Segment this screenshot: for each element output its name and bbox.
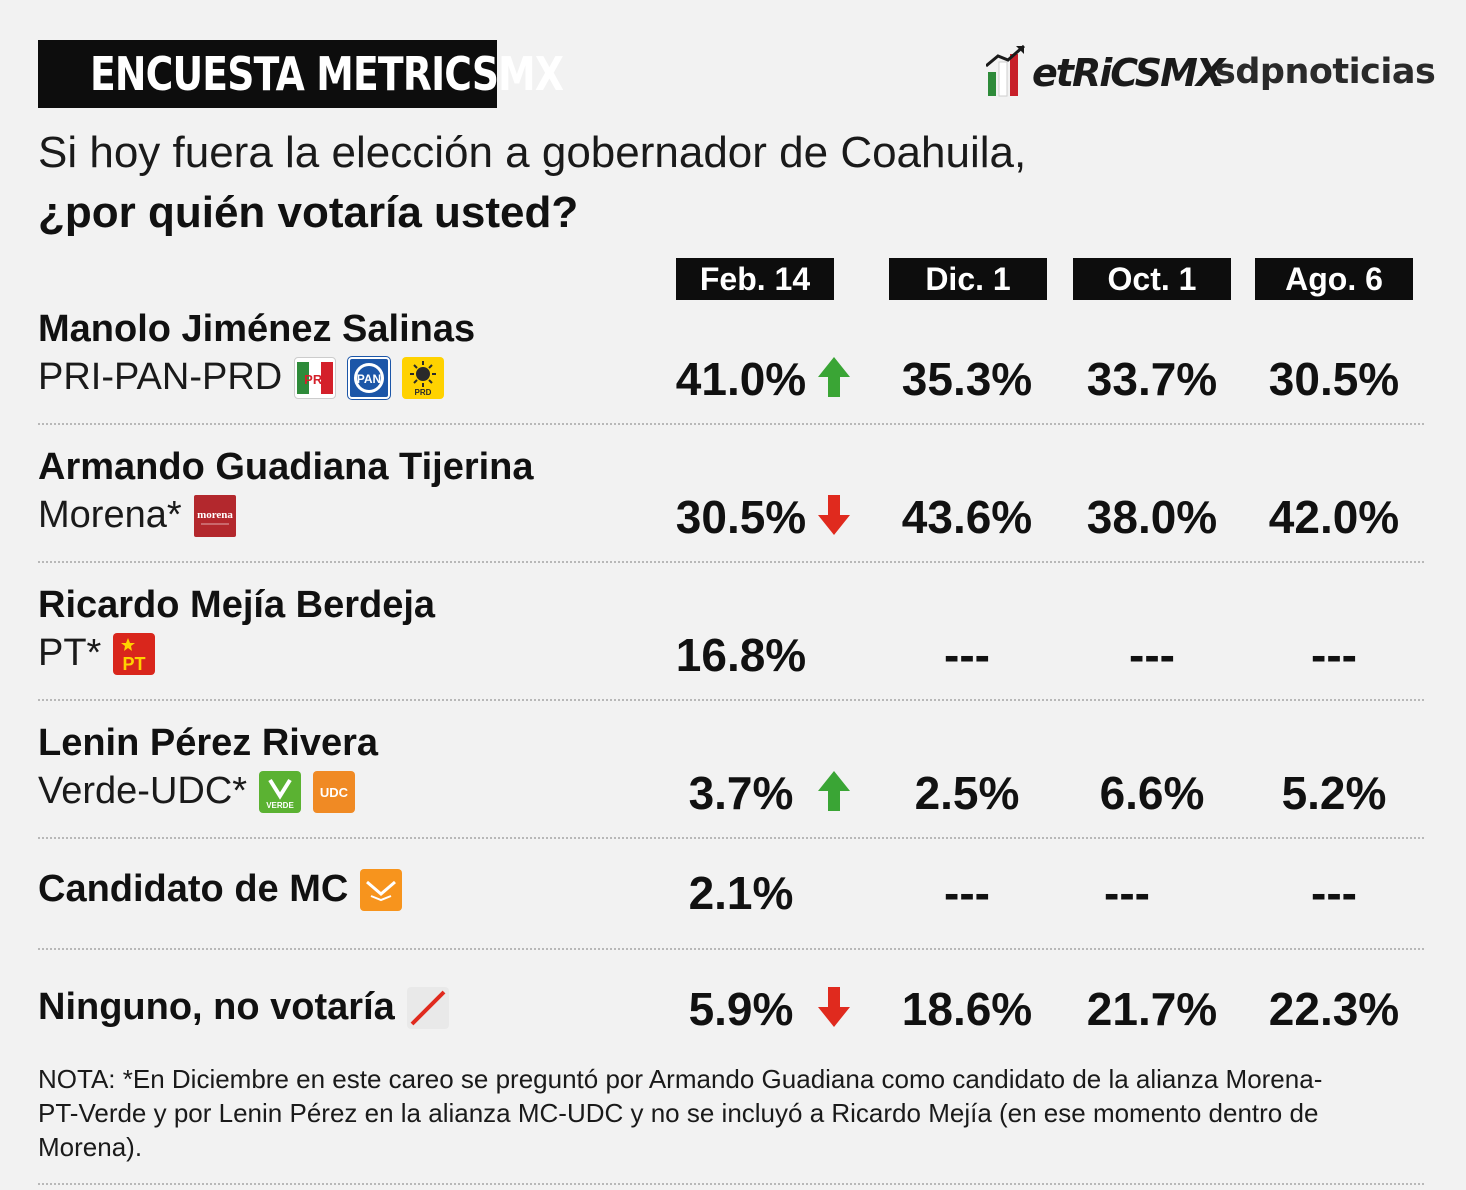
value-oct1: --- xyxy=(1104,867,1150,919)
value-ago6: 5.2% xyxy=(1281,767,1387,819)
value-dic1: --- xyxy=(944,629,990,681)
candidate-party: Verde-UDC* VERDE UDC xyxy=(38,770,367,813)
prd-logo: PRD xyxy=(402,356,445,399)
column-header-feb14: Feb. 14 xyxy=(676,258,834,300)
row-divider xyxy=(38,699,1424,701)
value-feb14: 2.1% xyxy=(688,867,794,919)
svg-text:VERDE: VERDE xyxy=(266,801,294,810)
metricsmx-logo: etRiCSMX xyxy=(986,42,1225,98)
trend-up-icon xyxy=(818,771,850,811)
value-ago6: 22.3% xyxy=(1268,983,1400,1035)
candidate-party: PT* PT xyxy=(38,632,167,675)
bottom-divider xyxy=(38,1183,1424,1185)
question-line-1: Si hoy fuera la elección a gobernador de… xyxy=(38,128,1027,177)
value-ago6: 30.5% xyxy=(1268,353,1400,405)
candidate-name-row: Ninguno, no votaría xyxy=(38,986,461,1029)
value-ago6: --- xyxy=(1311,867,1357,919)
candidate-party: PRI-PAN-PRD PRI PAN PRD xyxy=(38,355,456,400)
value-oct1: --- xyxy=(1129,629,1175,681)
morena-logo: morena xyxy=(193,494,236,537)
value-dic1: 35.3% xyxy=(901,353,1033,405)
value-feb14: 41.0% xyxy=(675,353,807,405)
candidate-name: Manolo Jiménez Salinas xyxy=(38,308,476,350)
trend-up-icon xyxy=(818,357,850,397)
null-vote-icon xyxy=(406,986,449,1029)
sdpnoticias-logo: sdpnoticias xyxy=(1215,52,1436,92)
pan-logo: PAN xyxy=(347,355,392,400)
value-oct1: 21.7% xyxy=(1086,983,1218,1035)
svg-text:PAN: PAN xyxy=(357,372,381,386)
trend-down-icon xyxy=(818,987,850,1027)
row-divider xyxy=(38,948,1424,950)
party-label: PRI-PAN-PRD xyxy=(38,356,283,398)
row-divider xyxy=(38,561,1424,563)
value-dic1: --- xyxy=(944,867,990,919)
candidate-name: Lenin Pérez Rivera xyxy=(38,722,379,764)
value-feb14: 16.8% xyxy=(675,629,807,681)
value-feb14: 30.5% xyxy=(675,491,807,543)
value-oct1: 33.7% xyxy=(1086,353,1218,405)
column-header-ago6: Ago. 6 xyxy=(1255,258,1413,300)
party-label: Verde-UDC* xyxy=(38,770,248,812)
svg-text:morena: morena xyxy=(197,509,233,521)
row-divider xyxy=(38,837,1424,839)
svg-text:PRD: PRD xyxy=(415,388,432,397)
row-divider xyxy=(38,423,1424,425)
pri-logo: PRI xyxy=(294,356,337,399)
value-oct1: 6.6% xyxy=(1099,767,1205,819)
party-label: PT* xyxy=(38,632,102,674)
footnote: NOTA: *En Diciembre en este careo se pre… xyxy=(38,1064,1323,1162)
party-label: Morena* xyxy=(38,494,182,536)
column-header-dic1: Dic. 1 xyxy=(889,258,1047,300)
mc-logo xyxy=(360,868,403,911)
value-dic1: 2.5% xyxy=(914,767,1020,819)
candidate-name-row: Candidato de MC xyxy=(38,868,414,911)
verde-logo: VERDE xyxy=(259,770,302,813)
candidate-name: Ricardo Mejía Berdeja xyxy=(38,584,436,626)
value-ago6: 42.0% xyxy=(1268,491,1400,543)
udc-logo: UDC xyxy=(313,770,356,813)
svg-text:PT: PT xyxy=(123,654,146,674)
candidate-party: Morena* morena xyxy=(38,494,248,537)
value-ago6: --- xyxy=(1311,629,1357,681)
value-oct1: 38.0% xyxy=(1086,491,1218,543)
candidate-name: Candidato de MC xyxy=(38,868,349,910)
metricsmx-wordmark: etRiCSMX xyxy=(1032,51,1225,95)
survey-badge: ENCUESTA METRICSMX xyxy=(38,40,564,108)
pt-logo: PT xyxy=(113,632,156,675)
svg-text:UDC: UDC xyxy=(320,785,349,800)
metricsmx-chart-icon xyxy=(986,44,1025,97)
trend-down-icon xyxy=(818,495,850,535)
value-feb14: 5.9% xyxy=(688,983,794,1035)
candidate-name: Ninguno, no votaría xyxy=(38,986,395,1028)
question-line-2: ¿por quién votaría usted? xyxy=(38,188,579,237)
svg-text:PRI: PRI xyxy=(304,372,326,387)
column-header-oct1: Oct. 1 xyxy=(1073,258,1231,300)
value-dic1: 43.6% xyxy=(901,491,1033,543)
value-feb14: 3.7% xyxy=(688,767,794,819)
candidate-name: Armando Guadiana Tijerina xyxy=(38,446,534,488)
value-dic1: 18.6% xyxy=(901,983,1033,1035)
